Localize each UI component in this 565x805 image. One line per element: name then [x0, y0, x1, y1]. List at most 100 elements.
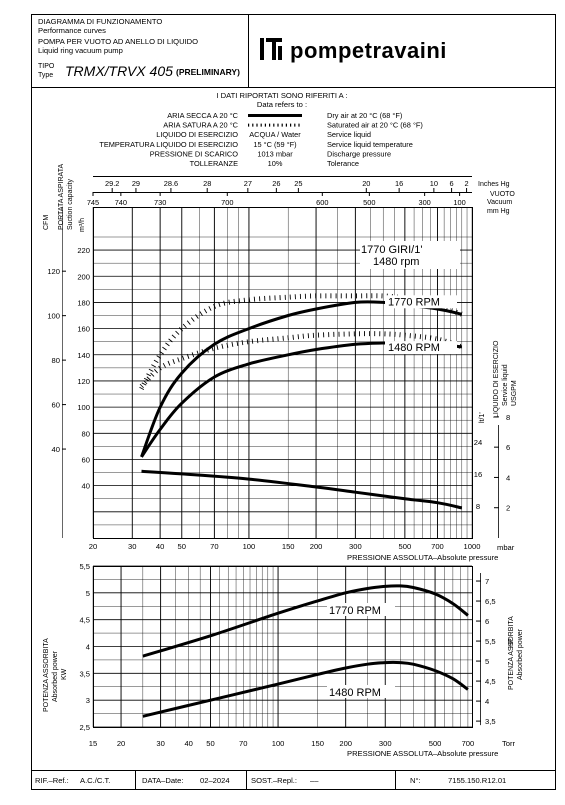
condition-label-en: Dry air at 20 °C (68 °F) — [327, 111, 402, 120]
x-unit: mbar — [497, 543, 515, 552]
power-y-tick-label: 3,5 — [79, 669, 90, 678]
usgpm-tick-label: 4 — [506, 473, 510, 482]
right-label-en: Service liquid — [502, 364, 509, 406]
power-y-tick-label: 5,5 — [79, 562, 90, 571]
capacity-plot-frame — [93, 207, 473, 539]
date-value: 02–2024 — [200, 776, 230, 785]
x-tick-label: 700 — [431, 542, 444, 551]
power-chart: 2,5 3 3,5 4 4,5 5 5,5 15 20 30 40 50 70 100 150 200 300 5… — [43, 562, 524, 758]
condition-label-it: PRESSIONE DI SCARICO — [150, 149, 239, 158]
ref-value: A.C./C.T. — [80, 776, 110, 785]
y-tick-label: 80 — [82, 429, 90, 438]
y-tick-label: 200 — [77, 272, 90, 281]
x-axis-label: PRESSIONE ASSOLUTA–Absolute pressure — [347, 553, 498, 562]
x-tick-label: 50 — [178, 542, 186, 551]
cfm-unit: CFM — [43, 215, 50, 230]
capacity-series-label: 1770 RPM — [388, 296, 440, 308]
ref-label: RIF.–Ref.: — [35, 776, 69, 785]
hp-tick-label: 6 — [485, 617, 489, 626]
mm-hg-label: 745 — [87, 198, 99, 207]
capacity-series-4 — [141, 469, 463, 510]
mm-hg-label: 740 — [115, 198, 127, 207]
power-left-label-it: POTENZA ASSORBITA — [43, 638, 50, 712]
right-unit-lt: lt/1' — [479, 412, 486, 423]
power-y-tick-label: 2,5 — [79, 723, 90, 732]
usgpm-tick-label: 6 — [506, 443, 510, 452]
condition-label-it: TEMPERATURA LIQUIDO DI ESERCIZIO — [99, 140, 238, 149]
condition-label-en: Saturated air at 20 °C (68 °F) — [327, 121, 423, 130]
y-tick-label: 160 — [77, 325, 90, 334]
inches-hg-label: 10 — [430, 179, 438, 188]
power-x-tick-label: 30 — [156, 739, 164, 748]
capacity-series-1 — [140, 341, 462, 458]
logo-text: pompetravaini — [290, 38, 447, 63]
hp-tick-label: 4,5 — [485, 677, 496, 686]
power-right-unit: HP — [508, 638, 515, 648]
power-series-label: 1480 RPM — [329, 687, 381, 699]
cfm-tick-label: 120 — [47, 267, 60, 276]
model-name: TRMX/TRVX 405 — [65, 63, 173, 79]
power-series-label: 1770 RPM — [329, 605, 381, 617]
inches-hg-label: 27 — [244, 179, 252, 188]
annotation-bg — [360, 241, 460, 269]
mm-hg-label: 600 — [316, 198, 328, 207]
x-tick-label: 20 — [89, 542, 97, 551]
power-left-label-en: Absorbed power — [52, 650, 59, 702]
sheet-border — [31, 14, 556, 790]
power-x-tick-label: 150 — [311, 739, 324, 748]
power-x-axis-label: PRESSIONE ASSOLUTA–Absolute pressure — [347, 749, 498, 758]
x-tick-label: 70 — [210, 542, 218, 551]
inches-hg-label: 28.6 — [164, 179, 178, 188]
power-right-label-it: POTENZA ASSORBITA — [508, 616, 515, 690]
y-tick-label: 40 — [82, 482, 90, 491]
condition-label-it: LIQUIDO DI ESERCIZIO — [156, 130, 238, 139]
power-x-tick-label: 100 — [272, 739, 285, 748]
power-series-0 — [142, 584, 469, 658]
lt-tick-label: 8 — [476, 502, 480, 511]
power-x-tick-label: 20 — [117, 739, 125, 748]
power-x-tick-label: 40 — [184, 739, 192, 748]
annotation-rpm: 1480 rpm — [373, 256, 419, 268]
subtitle-it: POMPA PER VUOTO AD ANELLO DI LIQUIDO — [38, 37, 198, 46]
power-x-tick-label: 50 — [206, 739, 214, 748]
x-tick-label: 30 — [128, 542, 136, 551]
power-y-tick-label: 4,5 — [79, 616, 90, 625]
hp-tick-label: 6,5 — [485, 597, 496, 606]
right-label-it: LIQUIDO DI ESERCIZIO — [493, 340, 500, 418]
condition-value: 10% — [268, 159, 283, 168]
x-tick-label: 500 — [399, 542, 412, 551]
hp-tick-label: 5,5 — [485, 637, 496, 646]
inches-hg-label: 26 — [272, 179, 280, 188]
y-tick-label: 140 — [77, 351, 90, 360]
vacuum-label-it: VUOTO — [490, 191, 515, 198]
conditions-heading-en: Data refers to : — [257, 100, 307, 109]
right-unit-usgpm: USGPM — [511, 380, 518, 406]
power-x-tick-label: 300 — [379, 739, 392, 748]
inches-hg-label: 29 — [132, 179, 140, 188]
mm-hg-label: 700 — [221, 198, 233, 207]
series-label-bg — [385, 341, 457, 355]
condition-label-en: Tolerance — [327, 159, 359, 168]
replaces-value: –– — [310, 776, 319, 785]
condition-label-it: ARIA SECCA A 20 °C — [167, 111, 238, 120]
y-left-unit: m³/h — [79, 218, 86, 232]
power-x-unit: Torr — [502, 739, 516, 748]
inches-hg-label: 25 — [294, 179, 302, 188]
power-x-tick-label: 15 — [89, 739, 97, 748]
power-y-tick-label: 4 — [86, 643, 90, 652]
power-y-tick-label: 5 — [86, 589, 90, 598]
power-right-label-en: Absorbed power — [517, 628, 524, 680]
y-tick-label: 180 — [77, 298, 90, 307]
type-label-it: TIPO — [38, 63, 55, 70]
power-series-label-bg — [327, 685, 395, 698]
conditions-list: ARIA SECCA A 20 °C Dry air at 20 °C (68 °… — [99, 111, 423, 168]
mm-hg-label: 730 — [154, 198, 166, 207]
mm-hg-unit: mm Hg — [487, 208, 510, 215]
x-tick-label: 150 — [282, 542, 295, 551]
subtitle-en: Liquid ring vacuum pump — [38, 46, 123, 55]
cfm-tick-label: 60 — [52, 401, 60, 410]
inches-hg-label: 29.2 — [105, 179, 119, 188]
condition-value: 1013 mbar — [257, 149, 293, 158]
power-x-tick-label: 700 — [462, 739, 475, 748]
